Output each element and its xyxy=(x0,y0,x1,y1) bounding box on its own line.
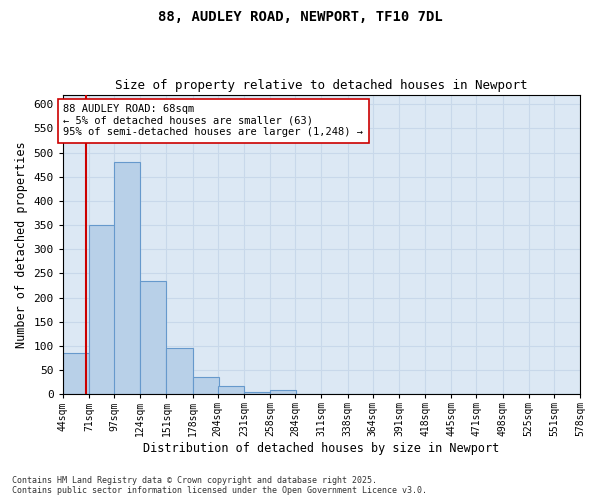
Text: 88 AUDLEY ROAD: 68sqm
← 5% of detached houses are smaller (63)
95% of semi-detac: 88 AUDLEY ROAD: 68sqm ← 5% of detached h… xyxy=(64,104,364,138)
Bar xyxy=(140,280,166,394)
Bar xyxy=(244,392,270,394)
Bar xyxy=(270,390,296,394)
Y-axis label: Number of detached properties: Number of detached properties xyxy=(15,141,28,348)
Text: Contains HM Land Registry data © Crown copyright and database right 2025.
Contai: Contains HM Land Registry data © Crown c… xyxy=(12,476,427,495)
X-axis label: Distribution of detached houses by size in Newport: Distribution of detached houses by size … xyxy=(143,442,500,455)
Bar xyxy=(63,353,89,394)
Bar xyxy=(193,378,219,394)
Bar xyxy=(218,386,244,394)
Text: 88, AUDLEY ROAD, NEWPORT, TF10 7DL: 88, AUDLEY ROAD, NEWPORT, TF10 7DL xyxy=(158,10,442,24)
Bar xyxy=(89,225,115,394)
Title: Size of property relative to detached houses in Newport: Size of property relative to detached ho… xyxy=(115,79,527,92)
Bar xyxy=(114,162,140,394)
Bar xyxy=(166,348,193,394)
